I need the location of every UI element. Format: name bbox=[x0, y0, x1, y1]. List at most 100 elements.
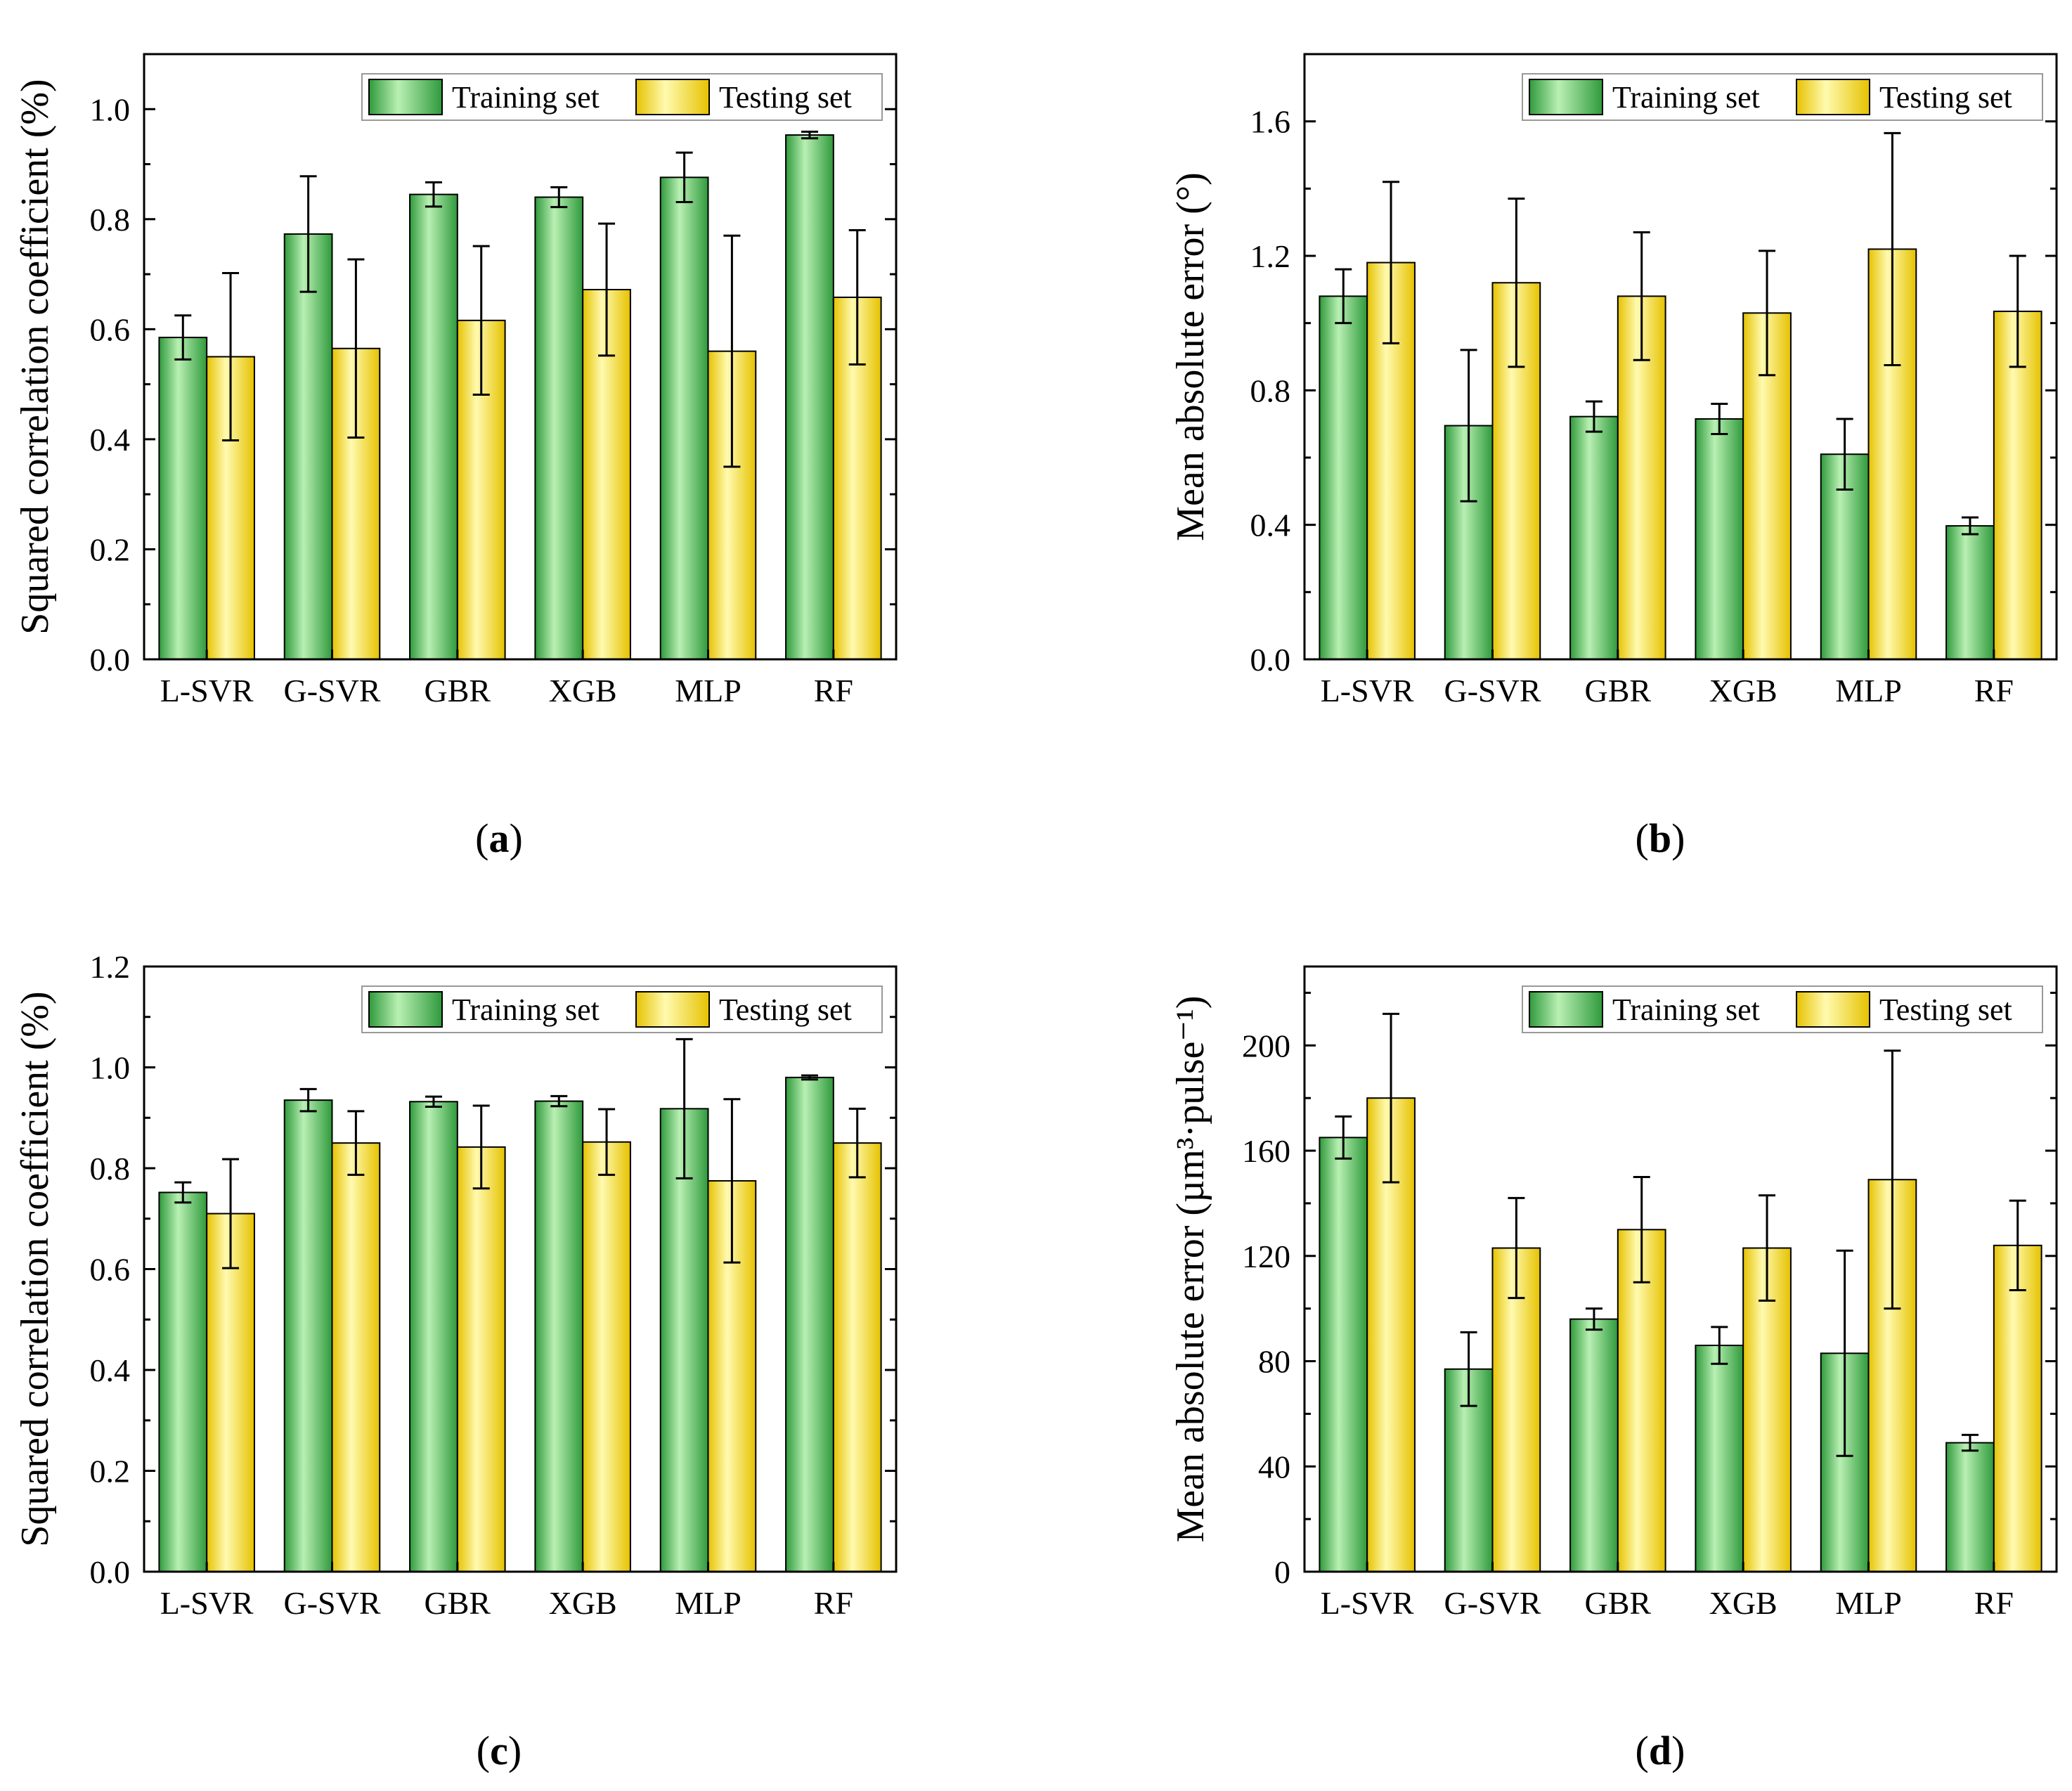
bar-test-xgb bbox=[582, 1141, 631, 1572]
caption-d: (d) bbox=[1636, 1728, 1685, 1773]
y-axis-label: Mean absolute error (µm³·pulse⁻¹) bbox=[1169, 995, 1212, 1542]
chart-panel-d: 0 40 80 120 160 200 L-SVR G-SVR GBR XGB MLP RF Mean … bbox=[1169, 965, 2058, 1621]
error-bar-train-rf bbox=[1961, 516, 1979, 536]
y-tick-label: 0.8 bbox=[90, 202, 131, 238]
y-tick-label: 0.2 bbox=[90, 531, 131, 567]
legend-swatch-test bbox=[635, 79, 710, 115]
error-bar-train-mlp bbox=[1836, 418, 1853, 491]
bar-train-l-svr bbox=[1319, 295, 1368, 660]
legend-swatch-test bbox=[1796, 991, 1870, 1028]
chart-panel-b: 0.0 0.4 0.8 1.2 1.6 L-SVR G-SVR GBR XGB MLP RF Mean… bbox=[1169, 53, 2058, 709]
legend: Training set Testing set bbox=[1522, 985, 2043, 1033]
bar-train-rf bbox=[1945, 525, 1995, 661]
y-tick-label: 200 bbox=[1242, 1028, 1290, 1063]
x-tick-label-gbr: GBR bbox=[1585, 673, 1652, 709]
error-bar-train-gbr bbox=[1585, 400, 1602, 433]
legend-swatch-train bbox=[1529, 991, 1603, 1028]
y-tick-label: 1.2 bbox=[90, 949, 131, 985]
y-axis-label: Squared correlation coefficient (%) bbox=[13, 991, 57, 1546]
bar-train-rf bbox=[1945, 1442, 1995, 1573]
plot-frame bbox=[1303, 53, 2058, 661]
y-tick-label: 160 bbox=[1242, 1133, 1290, 1169]
caption-b: (b) bbox=[1636, 815, 1685, 861]
bar-test-rf bbox=[1993, 1244, 2042, 1573]
legend-label-test: Testing set bbox=[1879, 993, 2012, 1027]
plot-frame bbox=[1303, 965, 2058, 1573]
legend: Training set Testing set bbox=[361, 73, 883, 121]
bar-train-g-svr bbox=[283, 1099, 333, 1572]
x-tick-label-xgb: XGB bbox=[549, 1585, 617, 1621]
plot-frame bbox=[143, 965, 898, 1573]
x-tick-label-l-svr: L-SVR bbox=[1321, 673, 1414, 709]
error-bar-train-rf bbox=[1961, 1433, 1979, 1452]
error-bar-test-gbr bbox=[1633, 1175, 1650, 1284]
y-tick-label: 0.4 bbox=[90, 422, 131, 458]
bar-test-gbr bbox=[456, 1146, 506, 1572]
y-tick-label: 1.6 bbox=[1250, 104, 1291, 140]
bar-train-gbr bbox=[1569, 1318, 1619, 1572]
x-tick-label-g-svr: G-SVR bbox=[1444, 1585, 1541, 1621]
y-axis-label: Squared correlation coefficient (%) bbox=[13, 79, 57, 634]
error-bar-test-mlp bbox=[1884, 131, 1901, 366]
bar-train-l-svr bbox=[158, 1191, 208, 1572]
legend-box bbox=[361, 73, 883, 121]
legend-label-test: Testing set bbox=[719, 993, 852, 1027]
y-tick-label: 0.0 bbox=[90, 1554, 131, 1590]
y-tick-label: 1.2 bbox=[1250, 238, 1291, 274]
chart-panel-c: 0.0 0.2 0.4 0.6 0.8 1.0 1.2 L-SVR G-SVR GBR XGB MLP… bbox=[13, 949, 898, 1621]
bar-train-xgb bbox=[534, 196, 584, 660]
caption-a: (a) bbox=[475, 815, 523, 861]
legend-label-train: Training set bbox=[1612, 80, 1760, 115]
bar-train-mlp bbox=[659, 1108, 709, 1572]
y-tick-label: 120 bbox=[1242, 1239, 1290, 1274]
y-tick-label: 0.4 bbox=[1250, 507, 1291, 543]
error-bar-train-l-svr bbox=[1335, 1115, 1352, 1160]
y-tick-label: 80 bbox=[1258, 1344, 1290, 1380]
error-bar-test-rf bbox=[2009, 1199, 2026, 1291]
error-bar-test-mlp bbox=[723, 234, 741, 468]
error-bar-train-l-svr bbox=[174, 314, 192, 361]
error-bar-test-gbr bbox=[472, 245, 490, 396]
error-bar-test-xgb bbox=[1759, 250, 1776, 377]
y-tick-label: 0.8 bbox=[1250, 373, 1291, 408]
legend-swatch-train bbox=[368, 79, 443, 115]
x-tick-label-xgb: XGB bbox=[549, 673, 617, 709]
x-tick-label-l-svr: L-SVR bbox=[1321, 1585, 1414, 1621]
x-tick-label-rf: RF bbox=[1974, 1585, 2014, 1621]
error-bar-test-g-svr bbox=[347, 258, 365, 439]
bar-train-xgb bbox=[1695, 418, 1744, 660]
bar-train-gbr bbox=[409, 193, 458, 660]
error-bar-train-g-svr bbox=[299, 1087, 317, 1113]
error-bar-train-xgb bbox=[1711, 1326, 1728, 1365]
x-tick-label-gbr: GBR bbox=[1585, 1585, 1652, 1621]
error-bar-test-l-svr bbox=[1383, 1012, 1400, 1184]
error-bar-train-xgb bbox=[550, 186, 568, 209]
x-tick-label-gbr: GBR bbox=[425, 1585, 491, 1621]
error-bar-train-gbr bbox=[425, 181, 442, 208]
legend-swatch-train bbox=[1529, 79, 1603, 115]
x-tick-label-mlp: MLP bbox=[1835, 673, 1902, 709]
y-tick-label: 0.6 bbox=[90, 1252, 131, 1288]
x-tick-label-xgb: XGB bbox=[1709, 673, 1778, 709]
error-bar-train-mlp bbox=[675, 1037, 693, 1179]
bar-test-l-svr bbox=[206, 1213, 255, 1572]
y-tick-label: 0.8 bbox=[90, 1151, 131, 1187]
error-bar-train-gbr bbox=[425, 1095, 442, 1108]
error-bar-test-gbr bbox=[1633, 231, 1650, 361]
error-bar-train-gbr bbox=[1585, 1307, 1602, 1331]
bar-train-gbr bbox=[409, 1101, 458, 1573]
legend-label-train: Training set bbox=[1612, 993, 1760, 1027]
x-tick-label-rf: RF bbox=[814, 673, 853, 709]
chart-panel-a: 0.0 0.2 0.4 0.6 0.8 1.0 L-SVR G-SVR GBR XGB MLP RF S… bbox=[13, 53, 898, 709]
bar-train-rf bbox=[785, 134, 834, 660]
error-bar-train-g-svr bbox=[1460, 349, 1477, 503]
x-tick-label-rf: RF bbox=[814, 1585, 853, 1621]
error-bar-train-rf bbox=[801, 130, 818, 140]
error-bar-test-l-svr bbox=[222, 272, 240, 441]
error-bar-test-xgb bbox=[1759, 1194, 1776, 1302]
legend: Training set Testing set bbox=[361, 985, 883, 1033]
bar-test-g-svr bbox=[1491, 1247, 1541, 1572]
x-tick-label-xgb: XGB bbox=[1709, 1585, 1778, 1621]
bar-test-gbr bbox=[1617, 1229, 1666, 1572]
